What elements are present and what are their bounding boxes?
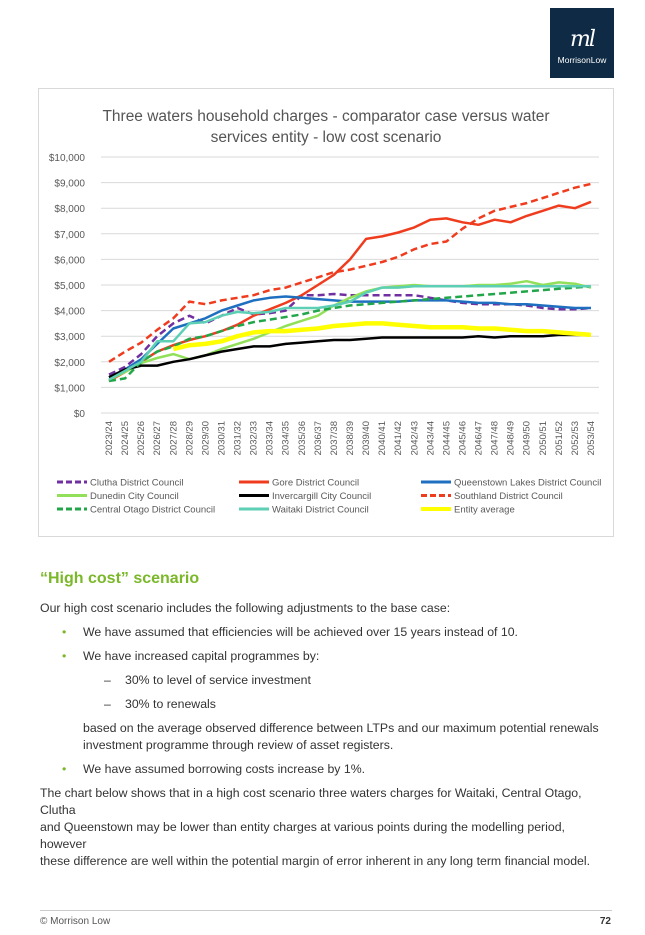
x-tick-label: 2049/50	[522, 421, 533, 455]
y-tick-label: $0	[74, 409, 86, 420]
page-number: 72	[599, 916, 611, 927]
footer-copyright: © Morrison Low	[40, 916, 111, 927]
chart-title: services entity - low cost scenario	[211, 129, 442, 146]
bullet-icon: •	[62, 625, 67, 639]
sub-bullet-row: – 30% to renewals	[40, 696, 612, 713]
dash-icon: –	[104, 673, 111, 687]
x-tick-label: 2045/46	[457, 421, 468, 455]
legend-label: Dunedin City Council	[90, 491, 179, 502]
series-line-gore-district-council	[108, 200, 592, 383]
section-heading: “High cost” scenario	[40, 570, 200, 587]
x-tick-label: 2053/54	[586, 421, 597, 455]
x-tick-label: 2052/53	[570, 421, 581, 455]
intro-text: Our high cost scenario includes the foll…	[40, 601, 451, 615]
x-tick-label: 2028/29	[184, 421, 195, 455]
bullet-icon: •	[62, 762, 67, 776]
logo-wordmark: MorrisonLow	[557, 55, 607, 65]
legend-label: Southland District Council	[454, 491, 563, 502]
bullet-item: We have assumed borrowing costs increase…	[83, 762, 366, 776]
x-tick-label: 2030/31	[216, 421, 227, 455]
y-tick-label: $7,000	[54, 230, 85, 241]
legend-label: Entity average	[454, 505, 515, 516]
legend-label: Waitaki District Council	[272, 505, 369, 516]
sub-note-line: investment programme through review of a…	[83, 738, 394, 752]
morrison-low-logo: ml MorrisonLow	[550, 8, 614, 78]
closing-line: these difference are well within the pot…	[40, 854, 591, 868]
x-tick-label: 2047/48	[490, 421, 501, 455]
x-tick-label: 2048/49	[506, 421, 517, 455]
y-tick-label: $4,000	[54, 307, 85, 318]
x-tick-label: 2031/32	[233, 421, 244, 455]
x-tick-label: 2034/35	[281, 421, 292, 455]
series-line-invercargill-city-council	[108, 333, 591, 379]
logo-mark: ml	[570, 27, 596, 52]
x-tick-label: 2040/41	[377, 421, 388, 455]
series-line-southland-district-council	[108, 182, 592, 363]
x-tick-label: 2036/37	[313, 421, 324, 455]
chart-title: Three waters household charges - compara…	[102, 108, 549, 125]
legend-label: Invercargill City Council	[272, 491, 371, 502]
series-line-central-otago-district-council	[108, 285, 592, 383]
x-tick-label: 2038/39	[345, 421, 356, 455]
x-tick-label: 2029/30	[200, 421, 211, 455]
x-tick-label: 2050/51	[538, 421, 549, 455]
chart-container: Three waters household charges - compara…	[38, 88, 614, 537]
closing-paragraph: The chart below shows that in a high cos…	[40, 785, 612, 870]
sub-note-line: based on the average observed difference…	[83, 721, 599, 735]
legend-label: Queenstown Lakes District Council	[454, 478, 601, 489]
bullet-row: • We have increased capital programmes b…	[40, 648, 612, 665]
bullet-item: We have increased capital programmes by:	[83, 649, 320, 663]
line-chart: Three waters household charges - compara…	[49, 108, 601, 516]
section-body: “High cost” scenario Our high cost scena…	[40, 568, 612, 877]
x-tick-label: 2026/27	[152, 421, 163, 455]
y-tick-label: $1,000	[54, 383, 85, 394]
y-tick-label: $3,000	[54, 332, 85, 343]
footer-divider	[40, 910, 612, 911]
y-tick-label: $5,000	[54, 281, 85, 292]
x-tick-label: 2027/28	[168, 421, 179, 455]
x-tick-label: 2051/52	[554, 421, 565, 455]
bullet-row: • We have assumed that efficiencies will…	[40, 624, 612, 641]
y-tick-label: $9,000	[54, 179, 85, 190]
y-tick-label: $6,000	[54, 255, 85, 266]
bullet-row: • We have assumed borrowing costs increa…	[40, 761, 612, 778]
x-tick-label: 2033/34	[265, 421, 276, 455]
x-tick-label: 2032/33	[249, 421, 260, 455]
x-tick-label: 2039/40	[361, 421, 372, 455]
sub-bullet-item: 30% to level of service investment	[125, 673, 311, 687]
x-tick-label: 2023/24	[104, 421, 115, 455]
y-tick-label: $8,000	[54, 204, 85, 215]
x-tick-label: 2041/42	[393, 421, 404, 455]
series-line-waitaki-district-council	[108, 285, 591, 381]
y-tick-label: $2,000	[54, 358, 85, 369]
x-tick-label: 2035/36	[297, 421, 308, 455]
x-tick-label: 2042/43	[409, 421, 420, 455]
legend-label: Central Otago District Council	[90, 505, 215, 516]
x-tick-label: 2025/26	[136, 421, 147, 455]
y-tick-label: $10,000	[49, 153, 86, 164]
closing-line: and Queenstown may be lower than entity …	[40, 820, 565, 851]
sub-bullet-item: 30% to renewals	[125, 697, 216, 711]
x-tick-label: 2046/47	[474, 421, 485, 455]
bullet-icon: •	[62, 649, 67, 663]
legend-label: Clutha District Council	[90, 478, 183, 489]
x-tick-label: 2043/44	[425, 421, 436, 455]
x-tick-label: 2037/38	[329, 421, 340, 455]
x-tick-label: 2024/25	[120, 421, 131, 455]
series-line-entity-average	[172, 321, 592, 352]
x-tick-label: 2044/45	[441, 421, 452, 455]
dash-icon: –	[104, 697, 111, 711]
sub-bullet-row: – 30% to level of service investment	[40, 672, 612, 689]
closing-line: The chart below shows that in a high cos…	[40, 786, 582, 817]
legend-label: Gore District Council	[272, 478, 359, 489]
bullet-item: We have assumed that efficiencies will b…	[83, 625, 518, 639]
sub-note: based on the average observed difference…	[40, 720, 612, 754]
